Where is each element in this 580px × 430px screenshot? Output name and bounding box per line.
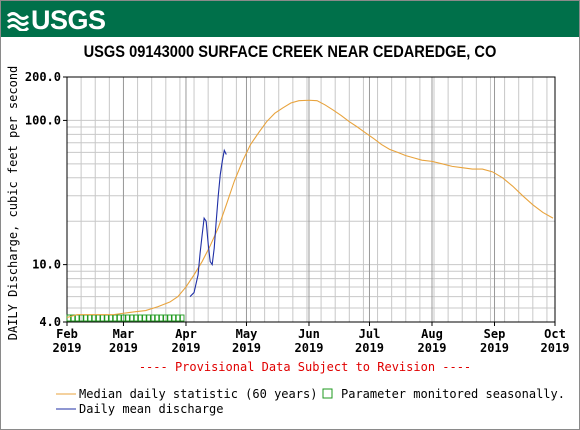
seasonal-marker-square xyxy=(163,314,168,322)
y-axis-label: DAILY Discharge, cubic feet per second xyxy=(6,66,20,341)
x-tick-month: Apr xyxy=(175,327,197,341)
seasonal-marker-square xyxy=(179,314,185,322)
seasonal-marker-square xyxy=(83,314,88,322)
daily-mean-series-line xyxy=(189,148,227,297)
x-tick-month: Feb xyxy=(56,327,78,341)
seasonal-marker-square xyxy=(104,314,109,322)
usgs-logo-text[interactable]: USGS xyxy=(31,5,106,35)
legend-median-label: Median daily statistic (60 years) xyxy=(79,387,317,401)
x-tick-year: 2019 xyxy=(418,341,447,355)
seasonal-marker-square xyxy=(95,314,101,322)
seasonal-marker-square xyxy=(121,314,126,322)
y-tick-label: 10.0 xyxy=(32,258,61,272)
seasonal-marker-square xyxy=(66,314,72,322)
seasonal-marker-square xyxy=(142,314,147,322)
x-tick-year: 2019 xyxy=(480,341,509,355)
seasonal-marker-square xyxy=(70,314,76,322)
x-tick-month: Jul xyxy=(359,327,381,341)
seasonal-marker-square xyxy=(158,314,164,322)
legend-seasonal-swatch xyxy=(322,388,333,399)
x-tick-month: Aug xyxy=(421,327,443,341)
usgs-wave-logo-icon xyxy=(7,12,29,31)
x-tick-year: 2019 xyxy=(355,341,384,355)
x-tick-year: 2019 xyxy=(109,341,138,355)
seasonal-marker-square xyxy=(116,314,122,322)
chart-grid xyxy=(66,76,556,323)
y-tick-label: 100.0 xyxy=(25,113,61,127)
y-tick-label: 4.0 xyxy=(39,315,61,329)
legend-seasonal-label: Parameter monitored seasonally. xyxy=(341,387,565,401)
seasonal-marker-square xyxy=(133,314,139,322)
x-tick-month: Sep xyxy=(484,327,506,341)
x-tick-month: May xyxy=(236,327,258,341)
seasonal-marker-square xyxy=(112,314,118,322)
provisional-note: ---- Provisional Data Subject to Revisio… xyxy=(139,360,471,374)
seasonal-marker-square xyxy=(125,314,130,322)
x-tick-year: 2019 xyxy=(541,341,570,355)
chart-title: USGS 09143000 SURFACE CREEK NEAR CEDARED… xyxy=(83,42,497,61)
seasonal-marker-square xyxy=(154,314,160,322)
seasonal-marker-square xyxy=(171,314,177,322)
x-tick-year: 2019 xyxy=(172,341,201,355)
seasonal-marker-square xyxy=(87,314,93,322)
x-tick-month: Mar xyxy=(113,327,135,341)
plot-area xyxy=(66,76,556,323)
x-tick-month: Oct xyxy=(544,327,566,341)
seasonal-marker-square xyxy=(137,314,143,322)
seasonal-marker-square xyxy=(150,314,156,322)
x-tick-year: 2019 xyxy=(232,341,261,355)
seasonal-marker-square xyxy=(175,314,181,322)
x-tick-month: Jun xyxy=(298,327,320,341)
y-tick-labels: 4.0 10.0 100.0 200.0 xyxy=(25,70,67,329)
seasonal-marker-square xyxy=(129,314,135,322)
usgs-header-banner: USGS xyxy=(1,1,579,37)
seasonal-marker-square xyxy=(74,314,80,322)
x-tick-year: 2019 xyxy=(53,341,82,355)
seasonal-marker-square xyxy=(167,314,172,322)
x-tick-year: 2019 xyxy=(295,341,324,355)
y-tick-label: 200.0 xyxy=(25,70,61,84)
data-series xyxy=(66,99,554,318)
seasonal-marker-square xyxy=(146,314,151,322)
seasonal-marker-square xyxy=(100,314,105,322)
legend-mean-label: Daily mean discharge xyxy=(79,402,224,416)
seasonal-monitoring-bar xyxy=(66,314,185,322)
x-tick-labels: Feb2019Mar2019Apr2019May2019Jun2019Jul20… xyxy=(53,322,570,355)
legend: Median daily statistic (60 years) Parame… xyxy=(56,387,565,416)
median-series-line xyxy=(66,99,554,318)
